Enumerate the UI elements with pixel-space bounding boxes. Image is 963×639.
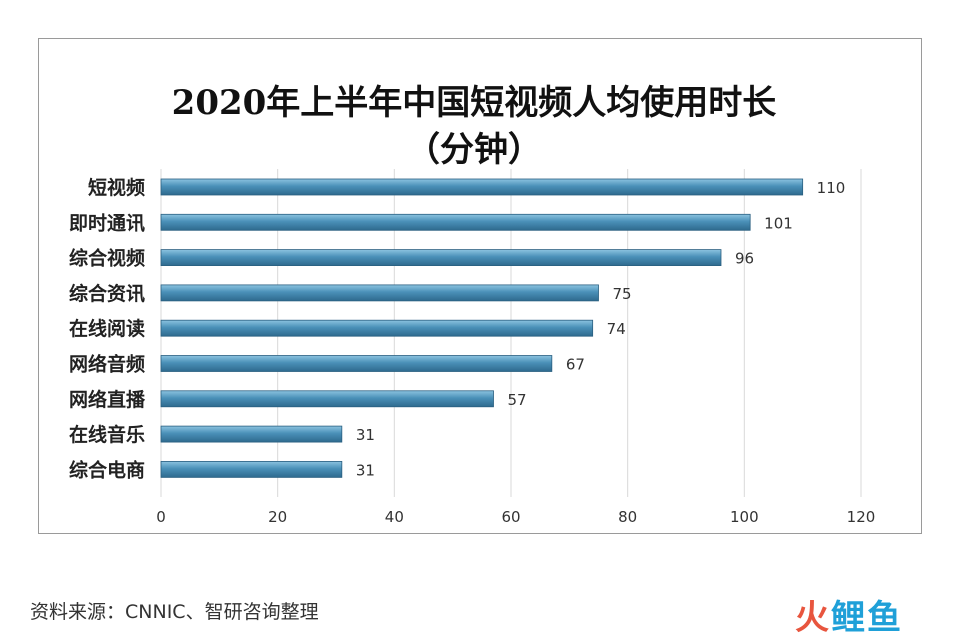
x-tick-label: 80 <box>618 508 637 526</box>
value-label: 74 <box>607 320 626 338</box>
value-label: 110 <box>817 179 846 197</box>
chart-frame: 2020年上半年中国短视频人均使用时长 （分钟） 0 20 40 60 80 100 120… <box>38 38 922 534</box>
x-tick-label: 100 <box>730 508 759 526</box>
chart-title-line2: （分钟） <box>406 130 542 170</box>
bar <box>160 213 751 231</box>
x-tick-label: 60 <box>501 508 520 526</box>
x-tick-label: 0 <box>156 508 166 526</box>
value-label: 75 <box>613 285 632 303</box>
watermark-logo: 火鲤鱼 <box>795 590 903 639</box>
category-label: 即时通讯 <box>69 212 145 234</box>
value-label: 31 <box>356 426 375 444</box>
watermark-part2: 鲤鱼 <box>831 598 903 638</box>
watermark-part1: 火 <box>795 598 831 638</box>
bar <box>160 460 343 478</box>
source-note: 资料来源：CNNIC、智研咨询整理 <box>30 601 319 623</box>
value-label: 57 <box>508 391 527 409</box>
category-label: 综合电商 <box>69 458 145 481</box>
value-label: 96 <box>735 250 754 268</box>
bar <box>160 178 804 196</box>
category-label: 综合视频 <box>69 247 145 270</box>
value-label: 101 <box>764 214 793 232</box>
category-label: 在线阅读 <box>69 317 145 340</box>
bar <box>160 425 343 443</box>
bar <box>160 284 599 302</box>
value-label: 67 <box>566 356 585 374</box>
x-tick-label: 120 <box>847 508 876 526</box>
category-label: 在线音乐 <box>69 423 145 446</box>
category-label: 短视频 <box>88 176 145 199</box>
bar <box>160 355 553 372</box>
bar <box>160 390 494 408</box>
category-label: 综合资讯 <box>69 282 145 305</box>
x-tick-label: 20 <box>268 508 287 526</box>
chart-title-line1: 2020年上半年中国短视频人均使用时长 <box>172 83 777 123</box>
value-label: 31 <box>356 461 375 479</box>
bar <box>160 249 722 267</box>
bar-chart: 2020年上半年中国短视频人均使用时长 （分钟） 0 20 40 60 80 100 120… <box>69 83 876 526</box>
bar <box>160 319 594 337</box>
category-label: 网络音频 <box>69 353 145 376</box>
category-label: 网络直播 <box>69 388 146 411</box>
x-tick-label: 40 <box>385 508 404 526</box>
